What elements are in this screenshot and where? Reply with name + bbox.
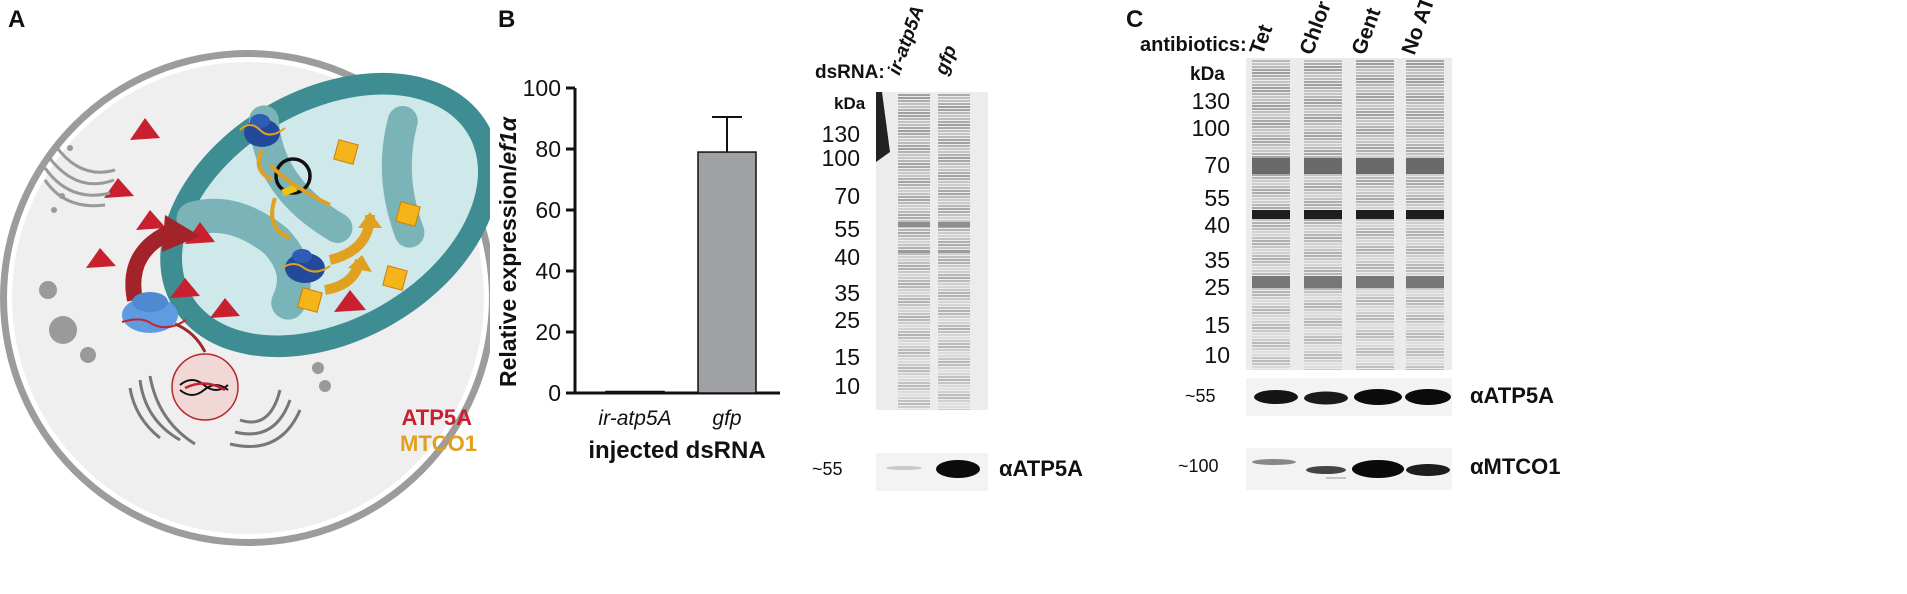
blot-b-gel — [876, 92, 988, 410]
marker-c-55: 55 — [1204, 185, 1230, 211]
marker-40: 40 — [834, 244, 860, 270]
blot-c-band2-marker: ~100 — [1178, 456, 1219, 476]
blot-c-lane-3: Gent — [1347, 4, 1386, 58]
blot-c-lane-2: Chlor — [1295, 0, 1336, 58]
y-tick-label-80: 80 — [535, 136, 561, 162]
blot-b-lane-1: ir-atp5A — [884, 3, 929, 78]
y-tick-label-100: 100 — [523, 75, 561, 101]
y-tick-label-20: 20 — [535, 319, 561, 345]
legend-atp5a: ATP5A — [401, 405, 473, 430]
y-tick-label-0: 0 — [548, 380, 561, 406]
marker-15: 15 — [834, 344, 860, 370]
blot-c-lane-1: Tet — [1245, 21, 1278, 58]
marker-c-70: 70 — [1204, 152, 1230, 178]
panel-label-a: A — [8, 6, 26, 33]
blot-c-kda: kDa — [1190, 64, 1225, 85]
marker-10: 10 — [834, 373, 860, 399]
blot-c-band1-marker: ~55 — [1185, 386, 1216, 406]
bar-ir-atp5A — [605, 390, 665, 394]
legend-mtco1: MTCO1 — [400, 431, 477, 456]
marker-c-40: 40 — [1204, 212, 1230, 238]
marker-70: 70 — [834, 183, 860, 209]
dsrna-label: dsRNA: — [815, 62, 885, 83]
blot-c-atp5a-strip — [1246, 378, 1452, 416]
cell-legend: ATP5A MTCO1 — [400, 405, 477, 457]
marker-55: 55 — [834, 216, 860, 242]
marker-c-15: 15 — [1204, 312, 1230, 338]
marker-25: 25 — [834, 307, 860, 333]
blot-c-lane-4: No ATB — [1397, 0, 1445, 58]
marker-c-10: 10 — [1204, 342, 1230, 368]
x-axis-label: injected dsRNA — [588, 437, 765, 464]
blot-c-band1-label: αATP5A — [1470, 383, 1555, 408]
marker-c-35: 35 — [1204, 247, 1230, 273]
bar-gfp — [697, 151, 757, 394]
y-axis-label: Relative expression/ef1α — [495, 115, 521, 387]
marker-130: 130 — [821, 121, 860, 147]
marker-c-100: 100 — [1191, 115, 1230, 141]
blot-b-kda: kDa — [834, 94, 866, 113]
marker-35: 35 — [834, 280, 860, 306]
x-tick-label-ir-atp5A: ir-atp5A — [598, 407, 671, 430]
blot-c-mtco1-strip — [1246, 448, 1452, 490]
marker-100: 100 — [821, 145, 860, 171]
cell-diagram — [0, 50, 490, 546]
y-tick-label-60: 60 — [535, 197, 561, 223]
x-tick-label-gfp: gfp — [712, 407, 741, 430]
blot-c-gel — [1246, 58, 1452, 370]
panel-label-b: B — [498, 6, 516, 33]
blot-b-antibody-label: αATP5A — [999, 456, 1084, 481]
y-tick-label-40: 40 — [535, 258, 561, 284]
blot-c-band2-label: αMTCO1 — [1470, 454, 1561, 479]
bar-chart: Relative expression/ef1α 0 20 40 60 80 100 ir-… — [495, 75, 780, 464]
panel-label-c: C — [1126, 6, 1144, 33]
marker-c-130: 130 — [1191, 88, 1230, 114]
blot-b-atp5a-strip — [876, 453, 988, 491]
blot-b-band-marker: ~55 — [812, 459, 843, 479]
antibiotics-label: antibiotics: — [1140, 34, 1247, 56]
marker-c-25: 25 — [1204, 274, 1230, 300]
blot-b-lane-2: gfp — [931, 42, 962, 78]
